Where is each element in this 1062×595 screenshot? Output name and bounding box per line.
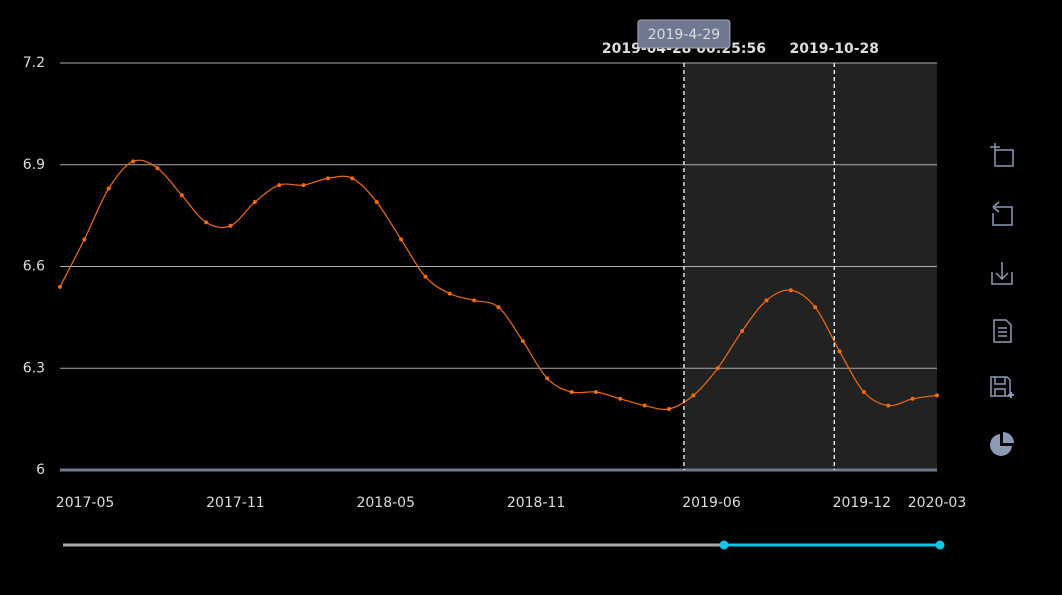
- zoom-handle[interactable]: [935, 540, 945, 550]
- x-tick-label: 2017-05: [56, 495, 115, 511]
- data-point: [496, 305, 501, 310]
- data-point: [813, 305, 818, 310]
- data-view-icon[interactable]: [993, 319, 1012, 343]
- x-tick-label: 2017-11: [206, 495, 265, 511]
- y-tick-label: 6.9: [23, 157, 45, 173]
- data-point: [106, 186, 111, 191]
- data-point: [886, 403, 891, 408]
- data-point: [399, 237, 404, 242]
- data-point: [935, 393, 939, 398]
- data-point: [423, 274, 428, 279]
- data-point: [642, 403, 647, 408]
- data-point: [374, 200, 379, 205]
- data-point: [179, 193, 184, 198]
- x-tick-label: 2018-05: [356, 495, 415, 511]
- x-tick-label: 2019-12: [833, 495, 892, 511]
- tooltip-label: 2019-4-29: [648, 27, 720, 43]
- download-icon[interactable]: [991, 262, 1013, 285]
- data-point: [155, 166, 160, 171]
- data-point: [910, 396, 915, 401]
- y-tick-label: 6: [36, 462, 45, 478]
- zoom-handle[interactable]: [719, 540, 729, 550]
- tooltip-box: [637, 19, 731, 49]
- y-tick-label: 7.2: [23, 55, 45, 71]
- data-point: [740, 328, 745, 333]
- data-point: [569, 389, 574, 394]
- data-point: [277, 183, 282, 188]
- x-tick-label: 2018-11: [507, 495, 566, 511]
- data-point: [301, 183, 306, 188]
- data-point: [447, 291, 452, 296]
- data-point: [691, 393, 696, 398]
- data-point: [715, 366, 720, 371]
- zoom-icon[interactable]: [990, 143, 1014, 167]
- data-point: [520, 339, 525, 344]
- y-tick-label: 6.3: [23, 360, 45, 376]
- save-icon[interactable]: [990, 376, 1014, 398]
- data-point: [788, 288, 793, 293]
- plot: 6 6.3 6.6 6.9 7.2 2017-05 2017-11 2018-05 2018-1…: [23, 19, 967, 511]
- toolbox: [990, 143, 1014, 456]
- pie-icon[interactable]: [990, 432, 1014, 456]
- data-point: [82, 237, 87, 242]
- data-point: [837, 349, 842, 354]
- data-zoom[interactable]: [63, 540, 945, 550]
- mark-line-label: 2019-10-28: [789, 41, 879, 57]
- data-point: [861, 389, 866, 394]
- data-point: [667, 406, 672, 411]
- data-point: [618, 396, 623, 401]
- x-tick-label: 2020-03: [908, 495, 967, 511]
- data-point: [764, 298, 769, 303]
- data-point: [325, 176, 330, 181]
- y-tick-label: 6.6: [23, 259, 45, 275]
- data-point: [58, 284, 62, 289]
- x-tick-label: 2019-06: [682, 495, 741, 511]
- data-point: [228, 223, 233, 228]
- data-point: [350, 176, 355, 181]
- data-point: [593, 389, 598, 394]
- data-point: [252, 200, 257, 205]
- data-point: [545, 376, 550, 381]
- zoom-reset-icon[interactable]: [992, 201, 1013, 226]
- data-point: [204, 220, 209, 225]
- data-point: [472, 298, 477, 303]
- data-point: [131, 159, 136, 164]
